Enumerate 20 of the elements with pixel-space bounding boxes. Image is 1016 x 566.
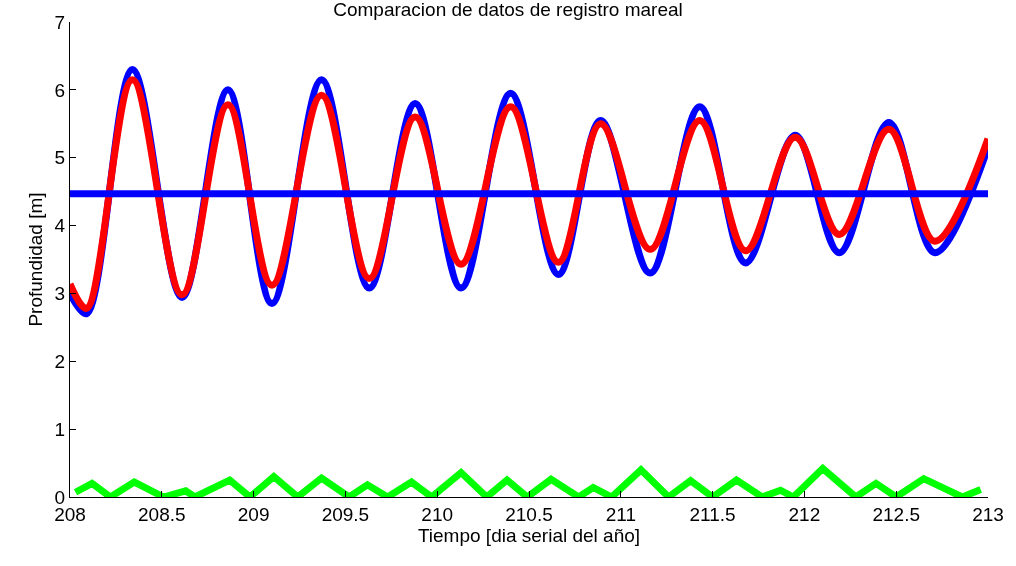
y-tick-label: 7 bbox=[54, 11, 66, 33]
y-tick-label: 5 bbox=[54, 147, 66, 169]
x-tick-label: 211.5 bbox=[689, 503, 736, 525]
x-tick-label: 208.5 bbox=[138, 503, 186, 525]
y-tick-label: 6 bbox=[54, 79, 66, 101]
y-tick-label: 1 bbox=[54, 418, 66, 440]
y-axis-title: Profundidad [m] bbox=[25, 192, 47, 327]
x-tick-label: 213 bbox=[972, 503, 1004, 525]
x-axis-title: Tiempo [dia serial del año] bbox=[417, 524, 641, 546]
y-tick-label: 2 bbox=[54, 350, 66, 372]
y-tick-label: 4 bbox=[54, 215, 66, 237]
x-tick-label: 211 bbox=[605, 503, 636, 525]
y-tick-label: 3 bbox=[54, 283, 66, 305]
x-tick-label: 209 bbox=[237, 503, 270, 525]
chart-title: Comparacion de datos de registro mareal bbox=[333, 0, 683, 21]
x-tick-label: 212 bbox=[788, 503, 821, 525]
x-tick-label: 210.5 bbox=[505, 503, 553, 525]
x-tick-label: 209.5 bbox=[321, 503, 370, 525]
x-tick-label: 212.5 bbox=[872, 503, 920, 525]
x-tick-label: 210 bbox=[421, 503, 454, 525]
